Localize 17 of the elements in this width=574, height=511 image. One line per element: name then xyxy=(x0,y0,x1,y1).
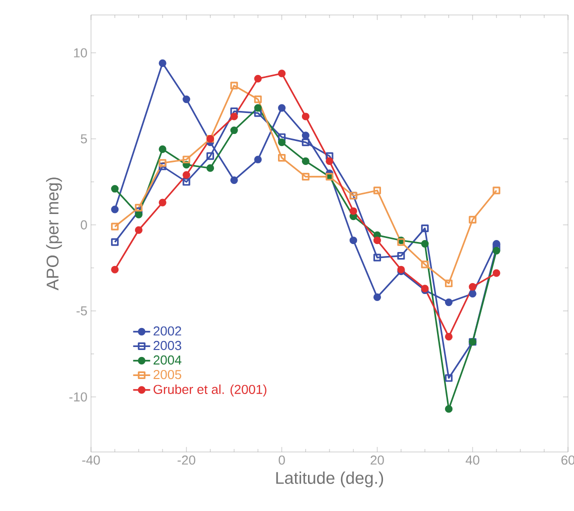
x-axis-title: Latitude (deg.) xyxy=(276,472,384,488)
legend-label: 2005 xyxy=(154,370,182,380)
x-tick-label: -20 xyxy=(178,456,196,465)
x-tick-label: 20 xyxy=(370,456,384,465)
y-tick-label: 10 xyxy=(74,48,87,58)
y-tick-label: -5 xyxy=(76,306,87,316)
legend-label: Gruber et al. (2001) xyxy=(154,384,266,397)
y-tick-label: 5 xyxy=(80,134,87,144)
x-tick-label: 40 xyxy=(466,456,480,465)
y-tick-label: -10 xyxy=(69,392,87,402)
legend-label: 2004 xyxy=(154,355,182,365)
x-tick-label: -40 xyxy=(82,456,100,465)
y-axis-title: APO (per meg) xyxy=(46,178,62,290)
y-tick-label: 0 xyxy=(80,220,87,230)
legend-label: 2003 xyxy=(154,340,182,350)
legend-label: 2002 xyxy=(154,326,182,336)
x-tick-label: 0 xyxy=(278,456,285,465)
